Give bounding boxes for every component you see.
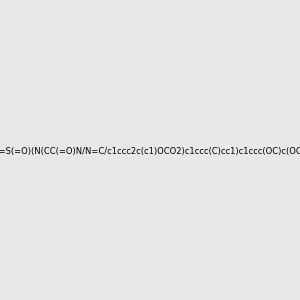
Text: O=S(=O)(N(CC(=O)N/N=C/c1ccc2c(c1)OCO2)c1ccc(C)cc1)c1ccc(OC)c(OC)c1: O=S(=O)(N(CC(=O)N/N=C/c1ccc2c(c1)OCO2)c1… xyxy=(0,147,300,156)
